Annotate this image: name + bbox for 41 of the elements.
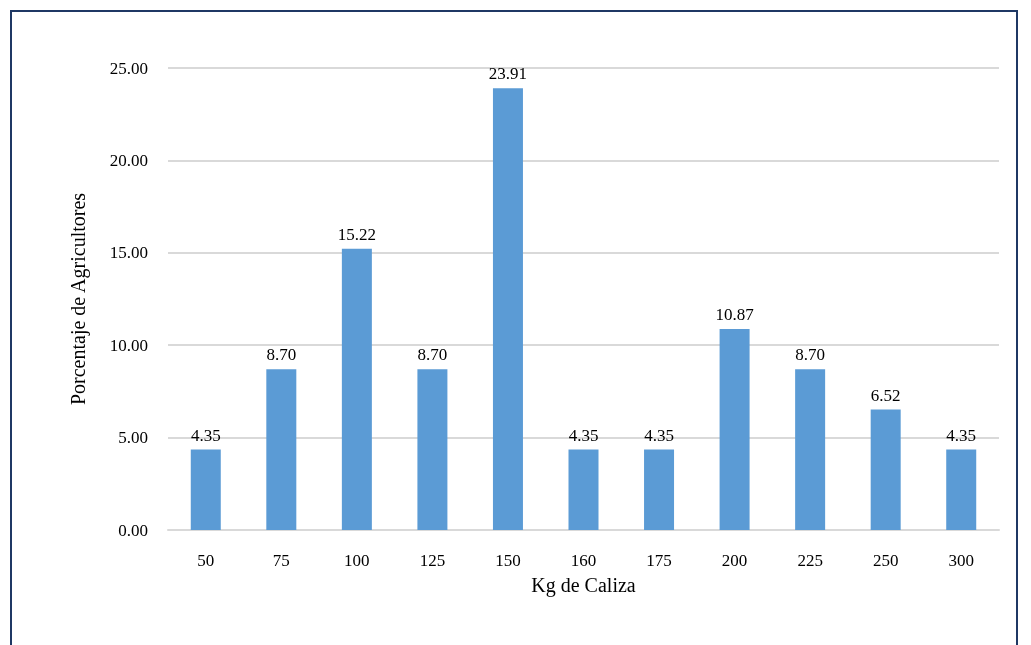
data-label: 6.52: [870, 385, 901, 405]
bar: [266, 369, 297, 530]
bar: [568, 449, 599, 530]
bar: [795, 369, 826, 530]
x-tick-label: 160: [570, 551, 597, 570]
data-label: 4.35: [568, 425, 599, 445]
x-tick-label: 300: [948, 551, 974, 570]
data-label: 15.22: [337, 224, 376, 244]
x-tick-label: 75: [272, 551, 290, 570]
x-tick-label: 200: [721, 551, 748, 570]
x-tick-label: 100: [344, 551, 370, 570]
x-tick-label: 150: [495, 551, 521, 570]
y-tick-label: 15.00: [109, 243, 148, 263]
y-tick-label: 0.00: [118, 520, 148, 540]
bar: [492, 88, 523, 530]
data-label: 4.35: [946, 425, 977, 445]
data-label: 23.91: [488, 64, 528, 84]
x-tick-label: 175: [646, 551, 672, 570]
data-label: 4.35: [644, 425, 674, 445]
y-tick-label: 25.00: [109, 58, 148, 78]
data-label: 8.70: [795, 345, 826, 365]
bar: [341, 248, 372, 530]
x-tick-label: 50: [197, 551, 215, 570]
y-tick-label: 10.00: [109, 335, 148, 355]
y-tick-label: 5.00: [118, 428, 148, 448]
bar: [644, 449, 675, 530]
x-axis-title: Kg de Caliza: [531, 574, 636, 597]
bar: [417, 369, 448, 530]
data-label: 8.70: [417, 345, 448, 365]
x-tick-label: 250: [872, 551, 899, 570]
bar: [719, 329, 750, 530]
bar: [190, 449, 221, 530]
data-label: 8.70: [266, 345, 297, 365]
bar: [946, 449, 977, 530]
data-label: 10.87: [715, 305, 755, 325]
bar: [870, 409, 901, 530]
x-tick-label: 225: [797, 551, 823, 570]
x-tick-label: 125: [419, 551, 446, 570]
y-tick-label: 20.00: [109, 150, 148, 170]
data-label: 4.35: [190, 425, 221, 445]
y-axis-title: Porcentaje de Agricultores: [67, 192, 90, 406]
